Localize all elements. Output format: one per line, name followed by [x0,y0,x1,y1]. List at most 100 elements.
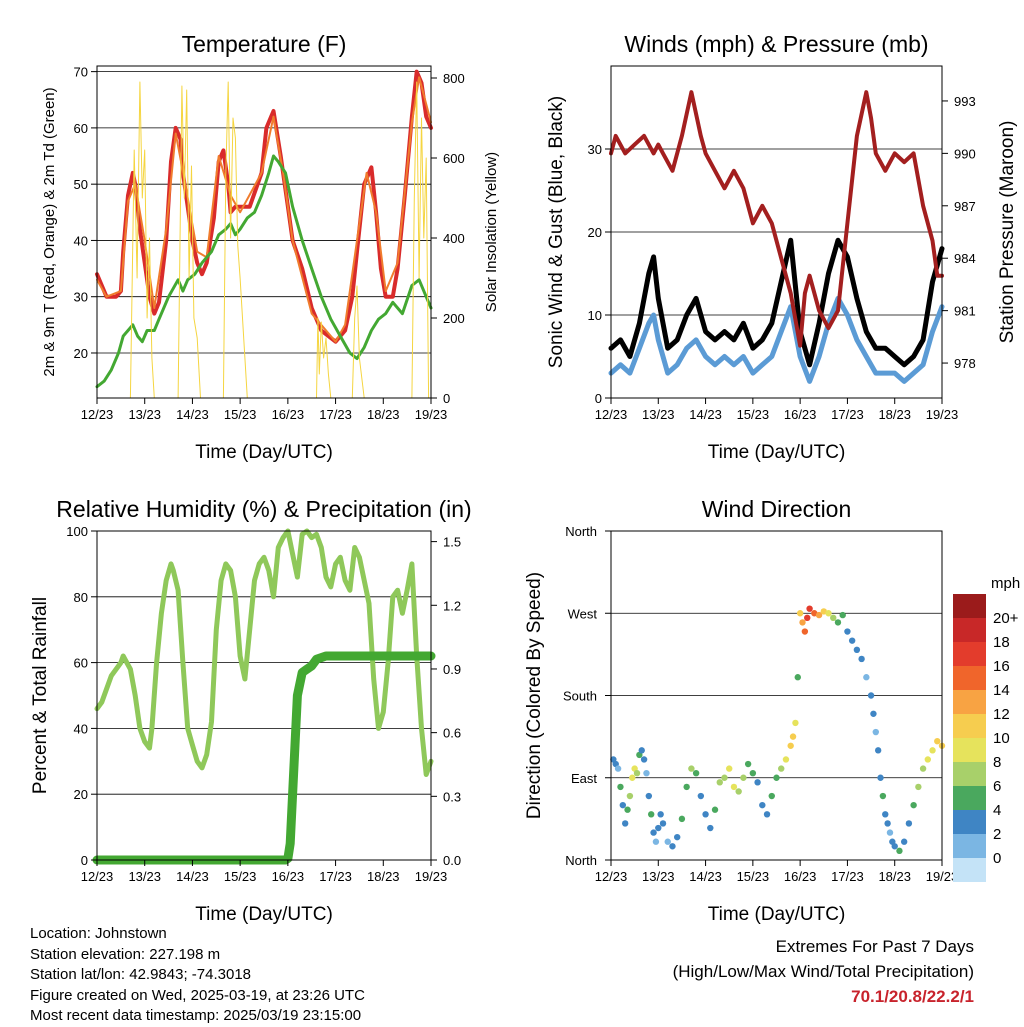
legend-label: 0 [993,850,1001,867]
x-tick-label: 15/23 [737,869,770,884]
direction-point [711,806,719,813]
direction-point [934,737,941,745]
x-axis-label: Time (Day/UTC) [195,442,333,463]
x-tick-label: 19/23 [415,407,448,422]
y-tick-label-right: 987 [954,199,976,214]
panel-wind_direction: 12/23 13/23 14/23 15/23 16/23 17/23 18/23 19/23… [524,496,1020,925]
direction-point [834,619,842,626]
x-tick-label: 14/23 [176,407,209,422]
direction-point [759,801,766,809]
direction-point [614,765,622,772]
y-tick-label-right: 993 [954,94,976,109]
direction-point [839,611,846,619]
legend-swatch [953,738,986,762]
direction-point [629,774,636,781]
direction-point [707,824,714,832]
direction-point [647,811,655,818]
series-line-0 [94,528,434,777]
direction-point [879,792,887,800]
direction-point [655,824,662,832]
direction-point [782,756,790,763]
legend-label: 20+ [993,610,1019,627]
series-line-3 [129,81,430,399]
series-line-2 [609,90,944,348]
direction-point [678,815,686,823]
x-tick-label: 19/23 [415,869,448,884]
x-tick-label: 19/23 [926,869,959,884]
x-tick-label: 12/23 [595,869,628,884]
direction-point [853,646,861,654]
y-tick-label-right: 1.5 [443,535,461,550]
direction-point [905,820,913,827]
station-elevation: Station elevation: 227.198 m [30,945,221,963]
direction-point [726,765,733,772]
direction-point [874,747,882,754]
legend-label: 18 [993,634,1010,651]
direction-point [619,801,627,809]
direction-point [638,747,645,754]
y-tick-label: 20 [74,787,88,802]
direction-point [721,774,728,781]
direction-point [749,769,757,777]
y-tick-label: 80 [74,590,88,605]
speed-legend: mph 20+ 18 16 14 12 10 8 6 4 2 0 [953,575,1020,882]
y-tick-label-right: 0 [443,391,450,406]
y-axis-label-right: Solar Insolation (Yellow) [483,152,500,312]
direction-point [910,801,917,809]
y-tick-label-right: 0.3 [443,789,461,804]
y-tick-label: North [565,853,597,868]
legend-label: 10 [993,730,1010,747]
series-line-2 [95,154,433,389]
series-line-1 [96,76,432,343]
direction-point [804,614,811,622]
x-axis-label: Time (Day/UTC) [708,442,846,463]
x-tick-label: 17/23 [319,869,352,884]
direction-point [763,811,771,818]
y-tick-label: 30 [74,290,88,305]
x-tick-label: 13/23 [128,869,161,884]
x-tick-label: 18/23 [878,407,911,422]
direction-point [645,792,653,800]
direction-point [799,619,806,626]
x-tick-label: 16/23 [272,407,305,422]
y-tick-label-right: 800 [443,71,465,86]
y-tick-label: West [568,606,598,621]
direction-point [796,610,804,617]
direction-point [884,820,891,827]
chart-title: Winds (mph) & Pressure (mb) [624,31,928,57]
direction-point [915,783,922,791]
x-tick-label: 17/23 [831,869,864,884]
legend-label: 14 [993,682,1010,699]
station-info: Location: Johnstown Station elevation: 2… [30,924,365,1027]
legend-swatch [953,618,986,642]
direction-point [657,811,664,818]
y-tick-label: 20 [588,225,602,240]
direction-point [626,792,634,800]
legend-swatch [953,594,986,618]
y-axis-label: 2m & 9m T (Red, Orange) & 2m Td (Green) [41,87,58,376]
y-tick-label-right: 400 [443,231,465,246]
y-tick-label: 60 [74,121,88,136]
y-tick-label: 0 [81,853,88,868]
direction-point [806,605,813,612]
direction-point [815,611,823,619]
x-tick-label: 15/23 [737,407,770,422]
y-tick-label: 30 [588,142,602,157]
direction-point [900,838,908,845]
extremes-title: Extremes For Past 7 Days [775,937,974,956]
legend-label: 4 [993,802,1001,819]
plot-frame [96,530,432,861]
y-tick-label-right: 990 [954,146,976,161]
y-tick-label: 70 [74,65,88,80]
direction-point [929,747,936,754]
direction-point [659,820,667,827]
x-tick-label: 12/23 [81,869,114,884]
y-tick-label: 100 [66,524,88,539]
y-axis-label: Percent & Total Rainfall [30,597,51,794]
y-tick-label: 20 [74,346,88,361]
plot-frame [96,65,432,399]
y-tick-label-right: 0.6 [443,726,461,741]
direction-point [650,829,657,836]
y-tick-label-right: 981 [954,304,976,319]
